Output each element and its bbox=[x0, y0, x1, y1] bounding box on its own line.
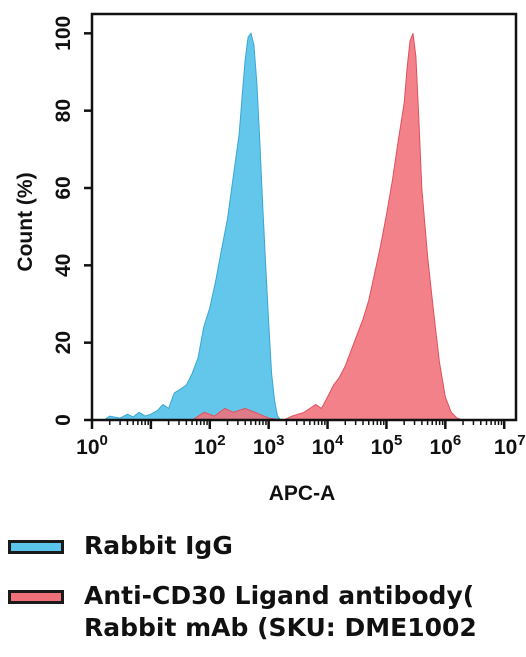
legend-label-anti-cd30: Anti-CD30 Ligand antibody( Rabbit mAb (S… bbox=[84, 581, 477, 642]
y-tick-label: 40 bbox=[52, 254, 75, 277]
x-tick-label: 103 bbox=[253, 432, 285, 459]
x-tick-label: 105 bbox=[371, 432, 403, 459]
x-tick-label: 106 bbox=[429, 432, 461, 459]
y-tick-label: 80 bbox=[52, 99, 75, 122]
legend-swatch-rabbit-igg bbox=[8, 540, 64, 554]
series-area-anti-cd30 bbox=[190, 33, 464, 421]
legend-item-anti-cd30: Anti-CD30 Ligand antibody( Rabbit mAb (S… bbox=[8, 580, 477, 644]
y-tick-label: 0 bbox=[52, 414, 75, 426]
x-axis-label: APC-A bbox=[269, 482, 336, 505]
plot-frame bbox=[90, 12, 518, 422]
y-tick-label: 20 bbox=[52, 331, 75, 354]
x-tick-label: 107.2 bbox=[494, 432, 526, 459]
legend-label-rabbit-igg: Rabbit IgG bbox=[84, 531, 233, 560]
x-tick-label: 100 bbox=[76, 432, 108, 459]
legend-item-rabbit-igg: Rabbit IgG bbox=[8, 530, 233, 562]
y-tick-label: 100 bbox=[52, 16, 75, 51]
x-tick-label: 102 bbox=[194, 432, 226, 459]
series-area-rabbit-igg bbox=[102, 32, 282, 421]
y-axis-label: Count (%) bbox=[14, 172, 37, 271]
legend-swatch-anti-cd30 bbox=[8, 590, 64, 604]
histogram-chart: 0 20 40 60 80 100 100 102 103 104 105 106 107.2 Cou… bbox=[14, 12, 526, 505]
x-tick-label: 104 bbox=[312, 432, 344, 459]
y-tick-label: 60 bbox=[52, 176, 75, 199]
